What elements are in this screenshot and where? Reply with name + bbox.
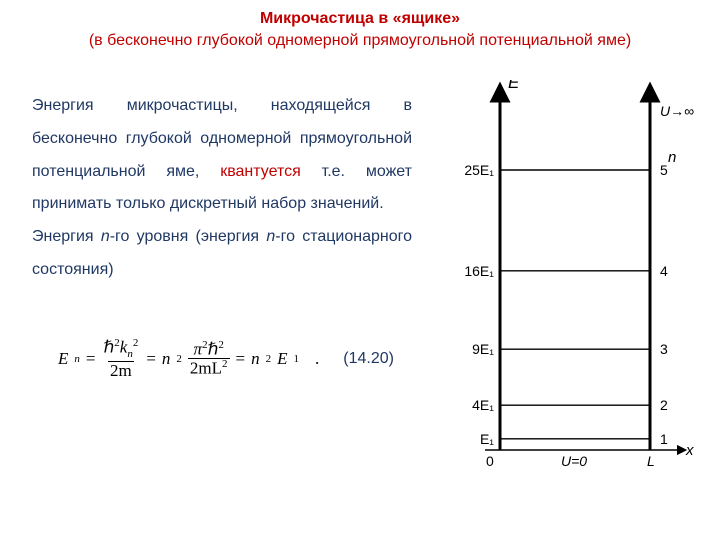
title-main: Микрочастица в «ящике» — [0, 8, 720, 30]
equation: En = ℏ2kn2 2m = n2 π2ℏ2 2mL2 = n2E1 . (1… — [58, 338, 394, 379]
eq-E-sub: n — [74, 353, 80, 365]
eq-E1: E — [277, 349, 287, 369]
svg-text:L: L — [647, 453, 655, 469]
eq-eq3: = — [236, 349, 246, 369]
svg-text:5: 5 — [660, 162, 668, 178]
svg-text:U=0: U=0 — [561, 453, 587, 469]
eq-E1-sub: 1 — [294, 353, 300, 365]
eq-n2b: n — [251, 349, 260, 369]
eq-n2a: n — [162, 349, 171, 369]
svg-text:n: n — [668, 149, 676, 166]
para-part3d: n — [266, 228, 275, 245]
title-sub: (в бесконечно глубокой одномерной прямоу… — [0, 30, 720, 52]
svg-text:4: 4 — [660, 263, 668, 279]
para-part3b: n — [101, 228, 110, 245]
svg-text:25E₁: 25E₁ — [464, 162, 494, 178]
eq-E: E — [58, 349, 68, 369]
eq-frac2: π2ℏ2 2mL2 — [188, 340, 230, 378]
page: Микрочастица в «ящике» (в бесконечно глу… — [0, 0, 720, 540]
svg-text:E: E — [508, 80, 520, 92]
eq-eq1: = — [86, 349, 96, 369]
svg-text:4E₁: 4E₁ — [472, 397, 494, 413]
energy-diagram: Ex 0 L U=0 U→∞ n E₁ 1 4E₁ 2 9E₁ 3 16E₁ 4 25E₁ 5 — [440, 80, 700, 500]
svg-text:2: 2 — [660, 397, 668, 413]
svg-text:3: 3 — [660, 341, 668, 357]
svg-text:U→∞: U→∞ — [660, 103, 694, 119]
eq-dot: . — [315, 349, 319, 369]
eq-eq2: = — [146, 349, 156, 369]
para-part3c: -го уровня (энергия — [110, 228, 267, 245]
title-block: Микрочастица в «ящике» (в бесконечно глу… — [0, 0, 720, 51]
para-part3a: Энергия — [32, 228, 101, 245]
diagram-svg: Ex 0 L U=0 U→∞ n E₁ 1 4E₁ 2 9E₁ 3 16E₁ 4 25E₁ 5 — [440, 80, 700, 500]
eq-frac1: ℏ2kn2 2m — [101, 338, 140, 379]
svg-text:x: x — [685, 442, 694, 459]
svg-text:0: 0 — [486, 453, 494, 469]
para-highlight: квантуется — [220, 163, 301, 180]
body-paragraph: Энергия микрочастицы, находящейся в беск… — [32, 90, 412, 287]
eq-number: (14.20) — [343, 350, 394, 368]
svg-text:1: 1 — [660, 431, 668, 447]
svg-text:16E₁: 16E₁ — [464, 263, 494, 279]
svg-text:9E₁: 9E₁ — [472, 341, 494, 357]
svg-text:E₁: E₁ — [480, 431, 494, 447]
